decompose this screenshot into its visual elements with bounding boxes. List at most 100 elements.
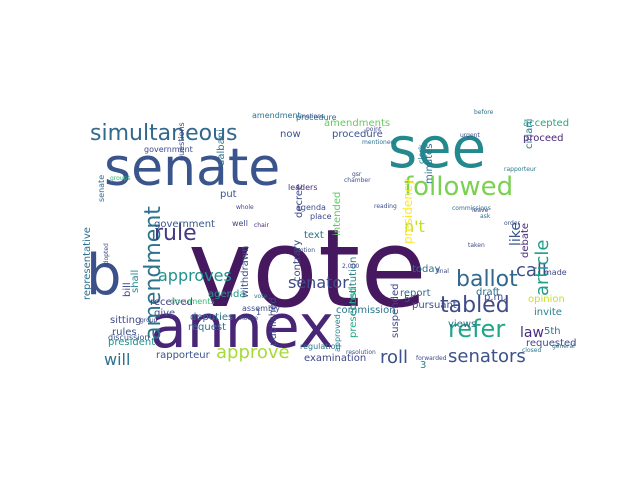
cloud-word: documents bbox=[170, 297, 215, 306]
cloud-word: point bbox=[366, 126, 382, 133]
cloud-word: call bbox=[516, 260, 547, 281]
cloud-word: assembly bbox=[242, 304, 280, 313]
cloud-word: examination bbox=[304, 353, 366, 364]
cloud-word: like bbox=[508, 222, 524, 246]
cloud-word: n't bbox=[404, 217, 425, 236]
cloud-word: ciriani bbox=[524, 119, 535, 149]
cloud-word: amendments bbox=[324, 118, 390, 129]
cloud-word: well bbox=[232, 219, 248, 228]
cloud-word: forwarded bbox=[416, 355, 447, 362]
cloud-word: vote bbox=[254, 293, 268, 300]
cloud-word: made bbox=[544, 268, 567, 277]
cloud-word: 5th bbox=[544, 326, 561, 337]
cloud-word: groups bbox=[110, 175, 131, 182]
cloud-word: ballot bbox=[456, 267, 518, 292]
cloud-word: motion bbox=[294, 247, 315, 254]
cloud-word: order bbox=[504, 220, 521, 227]
cloud-word: proceed bbox=[523, 133, 564, 144]
cloud-word: law bbox=[520, 325, 544, 341]
cloud-word: agenda bbox=[296, 203, 326, 212]
cloud-word: draft bbox=[476, 287, 500, 298]
cloud-word: minutes bbox=[424, 144, 435, 184]
cloud-word: chair bbox=[254, 222, 269, 229]
cloud-word: chamber bbox=[344, 177, 371, 184]
cloud-word: contrary bbox=[292, 240, 303, 282]
cloud-word: 1 bbox=[256, 308, 261, 317]
cloud-word: decree bbox=[294, 184, 305, 218]
cloud-word: mentioned bbox=[362, 139, 395, 146]
cloud-word: before bbox=[474, 109, 494, 116]
cloud-word: procedure bbox=[296, 113, 337, 122]
cloud-word: amendment bbox=[252, 111, 301, 120]
cloud-word: received bbox=[150, 297, 193, 308]
cloud-word: rule bbox=[154, 221, 197, 246]
cloud-word: published bbox=[268, 297, 279, 346]
cloud-word: questions bbox=[177, 122, 186, 161]
cloud-word: report bbox=[400, 288, 431, 299]
cloud-word: approves bbox=[158, 266, 232, 285]
cloud-word: 3 bbox=[420, 360, 426, 371]
cloud-word: p.m. bbox=[484, 292, 506, 303]
word-cloud-background bbox=[80, 112, 560, 368]
cloud-word: regulation bbox=[300, 342, 341, 351]
cloud-word: annex bbox=[150, 292, 334, 362]
cloud-word: see bbox=[388, 116, 486, 181]
cloud-word: refer bbox=[448, 315, 505, 343]
cloud-word: pursuant bbox=[412, 300, 457, 311]
cloud-word: general bbox=[552, 343, 575, 350]
cloud-word: withdrawn bbox=[240, 246, 251, 298]
cloud-word: opinion bbox=[528, 294, 565, 305]
cloud-word: senate bbox=[97, 175, 106, 202]
cloud-word: group bbox=[140, 317, 158, 324]
cloud-word: presented bbox=[348, 287, 359, 338]
cloud-word: house bbox=[240, 315, 258, 322]
cloud-word: followed bbox=[404, 172, 513, 202]
cloud-word: bill bbox=[122, 282, 133, 297]
cloud-word: procedure bbox=[332, 129, 383, 140]
cloud-word: commission bbox=[336, 305, 396, 316]
cloud-word: amendment bbox=[141, 206, 166, 340]
cloud-word: 5 bbox=[404, 294, 410, 305]
cloud-word: deputies bbox=[190, 312, 233, 323]
cloud-word: accepted bbox=[523, 118, 569, 129]
cloud-word: resolution bbox=[346, 349, 376, 356]
cloud-word: leave bbox=[472, 207, 489, 214]
cloud-word: clerk bbox=[417, 144, 426, 164]
cloud-word: closed bbox=[522, 347, 541, 354]
cloud-word: representative bbox=[82, 227, 93, 300]
cloud-word: now bbox=[280, 129, 301, 140]
cloud-word: b bbox=[86, 243, 122, 308]
cloud-word: presidency bbox=[401, 178, 415, 244]
cloud-word: adopted bbox=[103, 243, 110, 268]
cloud-word: urgent bbox=[460, 132, 480, 139]
cloud-word: ask bbox=[480, 213, 491, 220]
cloud-word: text bbox=[304, 230, 324, 241]
cloud-word: request bbox=[188, 322, 226, 333]
cloud-word: final bbox=[436, 268, 449, 275]
cloud-word: article bbox=[532, 240, 553, 296]
cloud-word: invite bbox=[534, 307, 562, 318]
cloud-word: vote bbox=[188, 207, 427, 332]
cloud-word: motions bbox=[300, 113, 324, 120]
cloud-word: approve bbox=[216, 342, 290, 363]
cloud-word: rapporteur bbox=[156, 350, 211, 361]
cloud-word: simultaneous bbox=[90, 121, 238, 146]
cloud-word: will bbox=[104, 350, 130, 369]
cloud-word: president bbox=[108, 337, 155, 348]
cloud-word: put bbox=[220, 189, 237, 200]
cloud-word: gsr bbox=[352, 171, 362, 178]
cloud-word: requested bbox=[526, 338, 577, 349]
cloud-word: tabled bbox=[440, 293, 510, 318]
cloud-word: approved bbox=[333, 314, 342, 352]
cloud-word: senate bbox=[104, 138, 280, 198]
cloud-word: government bbox=[154, 219, 215, 230]
cloud-word: commissions bbox=[452, 205, 491, 212]
cloud-word: suspended bbox=[390, 284, 401, 338]
cloud-word: constitution bbox=[348, 257, 359, 316]
cloud-word: rapporteur bbox=[504, 166, 537, 173]
cloud-word: government bbox=[144, 145, 193, 154]
cloud-word: views bbox=[448, 319, 476, 330]
cloud-word: dalbani bbox=[216, 129, 227, 166]
cloud-word: rules bbox=[112, 327, 137, 338]
